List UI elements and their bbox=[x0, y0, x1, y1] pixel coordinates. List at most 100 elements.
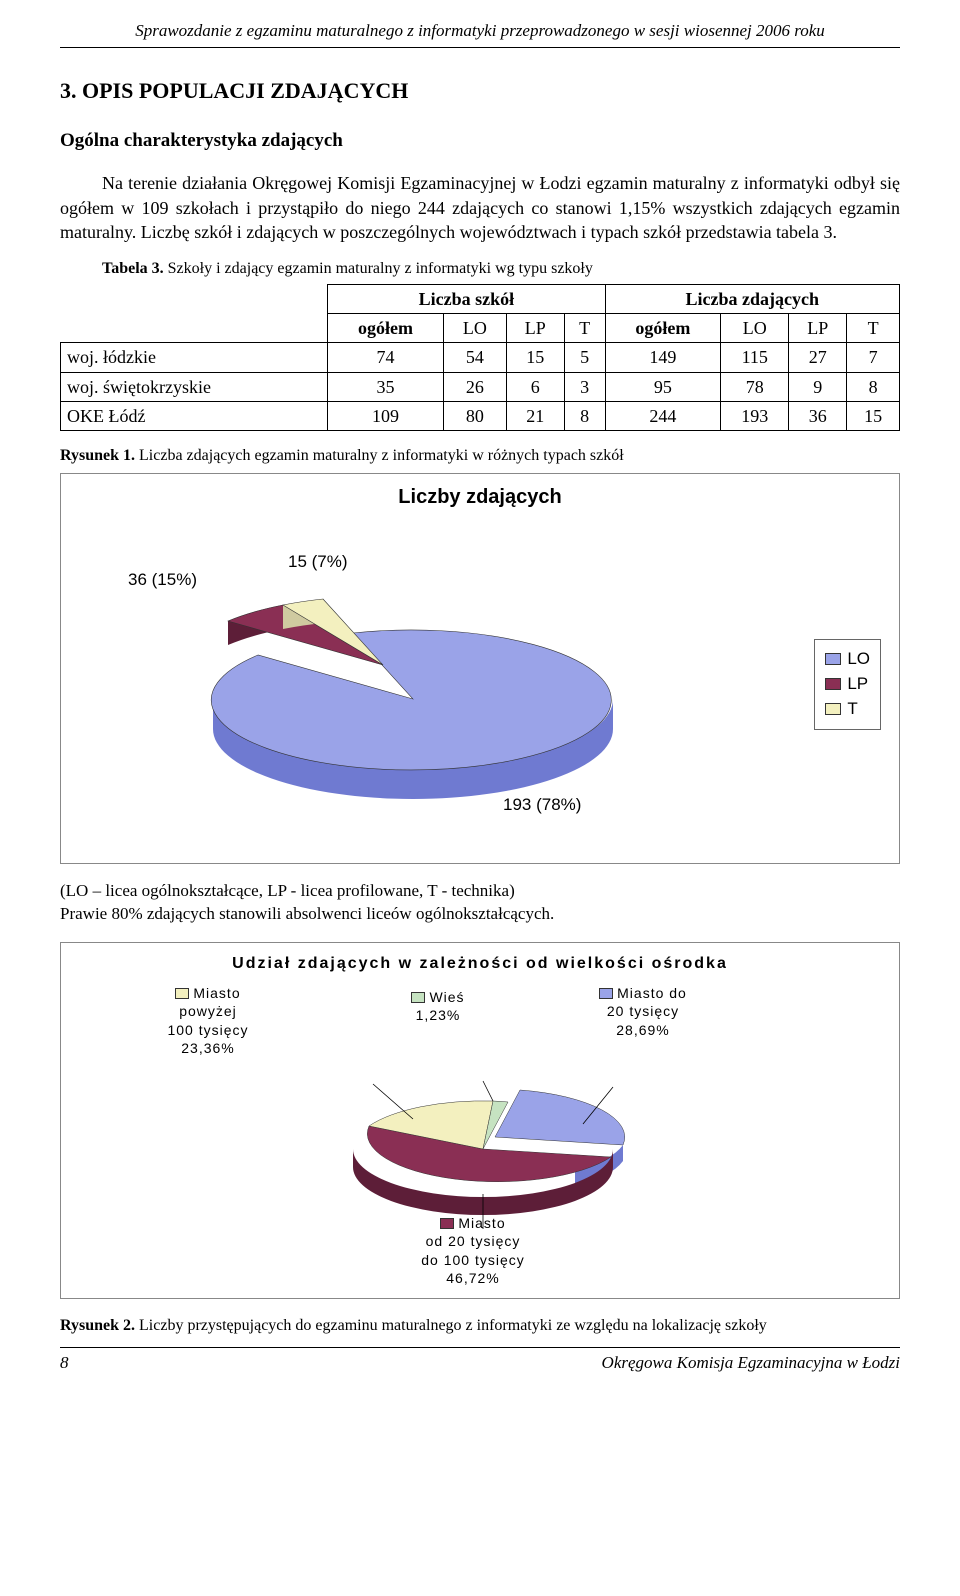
legend-item-lo: LO bbox=[825, 648, 870, 671]
subhead: LO bbox=[721, 314, 789, 343]
legend-label: T bbox=[847, 698, 857, 721]
callout-text: 28,69% bbox=[616, 1022, 669, 1038]
table-row: Liczba szkół Liczba zdających bbox=[61, 284, 900, 313]
chart2-frame: Udział zdających w zależności od wielkoś… bbox=[60, 942, 900, 1300]
cell: 8 bbox=[847, 372, 900, 401]
swatch-wies bbox=[411, 992, 425, 1003]
pie1-label-lp: 36 (15%) bbox=[128, 569, 197, 592]
subhead: LP bbox=[506, 314, 564, 343]
cell: 35 bbox=[328, 372, 444, 401]
cell: 15 bbox=[506, 343, 564, 372]
swatch-od20do100 bbox=[440, 1218, 454, 1229]
fig1-caption-bold: Rysunek 1. bbox=[60, 447, 135, 464]
legend-item-lp: LP bbox=[825, 673, 870, 696]
cell: 7 bbox=[847, 343, 900, 372]
pie1-svg bbox=[173, 549, 653, 835]
cell: 6 bbox=[506, 372, 564, 401]
cell: 26 bbox=[443, 372, 506, 401]
table3-caption-rest: Szkoły i zdający egzamin maturalny z inf… bbox=[164, 260, 593, 277]
callout-text: Miasto bbox=[193, 985, 240, 1001]
pie1-label-t: 15 (7%) bbox=[288, 551, 348, 574]
row-label: OKE Łódź bbox=[61, 401, 328, 430]
legend-swatch-lp bbox=[825, 678, 841, 690]
callout-text: 20 tysięcy bbox=[607, 1003, 679, 1019]
callout-od20do100: Miasto od 20 tysięcy do 100 tysięcy 46,7… bbox=[373, 1214, 573, 1287]
subhead: LP bbox=[789, 314, 847, 343]
cell: 78 bbox=[721, 372, 789, 401]
chart1-body: 36 (15%) 15 (7%) 193 (78%) LO LP T bbox=[73, 519, 887, 839]
chart1-title: Liczby zdających bbox=[73, 484, 887, 511]
section-heading: 3. OPIS POPULACJI ZDAJĄCYCH bbox=[60, 76, 900, 106]
page-footer: 8 Okręgowa Komisja Egzaminacyjna w Łodzi bbox=[60, 1347, 900, 1375]
cell: 109 bbox=[328, 401, 444, 430]
running-header: Sprawozdanie z egzaminu maturalnego z in… bbox=[60, 20, 900, 48]
fig1-caption: Rysunek 1. Liczba zdających egzamin matu… bbox=[60, 445, 900, 467]
callout-text: od 20 tysięcy bbox=[426, 1233, 521, 1249]
cell: 8 bbox=[564, 401, 605, 430]
fig2-caption: Rysunek 2. Liczby przystępujących do egz… bbox=[60, 1315, 900, 1337]
table3: Liczba szkół Liczba zdających ogółem LO … bbox=[60, 284, 900, 431]
cell: 74 bbox=[328, 343, 444, 372]
callout-text: Miasto do bbox=[617, 985, 687, 1001]
cell: 54 bbox=[443, 343, 506, 372]
fig2-caption-rest: Liczby przystępujących do egzaminu matur… bbox=[135, 1317, 767, 1334]
footnote: (LO – licea ogólnokształcące, LP - licea… bbox=[60, 880, 900, 926]
subhead: T bbox=[564, 314, 605, 343]
legend-swatch-t bbox=[825, 703, 841, 715]
footer-org: Okręgowa Komisja Egzaminacyjna w Łodzi bbox=[602, 1352, 900, 1375]
cell: 244 bbox=[605, 401, 721, 430]
callout-text: Wieś bbox=[429, 989, 464, 1005]
swatch-do20 bbox=[599, 988, 613, 999]
col-group-zdajacych: Liczba zdających bbox=[605, 284, 899, 313]
subhead: LO bbox=[443, 314, 506, 343]
table3-caption-bold: Tabela 3. bbox=[102, 260, 164, 277]
legend-label: LP bbox=[847, 673, 868, 696]
cell: 193 bbox=[721, 401, 789, 430]
callout-do20: Miasto do 20 tysięcy 28,69% bbox=[563, 984, 723, 1039]
legend-label: LO bbox=[847, 648, 870, 671]
row-label: woj. świętokrzyskie bbox=[61, 372, 328, 401]
callout-text: Miasto bbox=[458, 1215, 505, 1231]
cell: 115 bbox=[721, 343, 789, 372]
legend-swatch-lo bbox=[825, 653, 841, 665]
cell: 149 bbox=[605, 343, 721, 372]
table3-caption: Tabela 3. Szkoły i zdający egzamin matur… bbox=[60, 258, 900, 280]
chart2-title: Udział zdających w zależności od wielkoś… bbox=[73, 953, 887, 975]
cell: 21 bbox=[506, 401, 564, 430]
callout-text: do 100 tysięcy bbox=[421, 1252, 525, 1268]
chart1-frame: Liczby zdających bbox=[60, 473, 900, 864]
page-number: 8 bbox=[60, 1352, 69, 1375]
table-row: OKE Łódź 109 80 21 8 244 193 36 15 bbox=[61, 401, 900, 430]
subhead: T bbox=[847, 314, 900, 343]
callout-wies: Wieś 1,23% bbox=[383, 988, 493, 1024]
cell: 95 bbox=[605, 372, 721, 401]
chart1-legend: LO LP T bbox=[814, 639, 881, 730]
cell: 27 bbox=[789, 343, 847, 372]
table-row: woj. świętokrzyskie 35 26 6 3 95 78 9 8 bbox=[61, 372, 900, 401]
cell: 9 bbox=[789, 372, 847, 401]
callout-text: 100 tysięcy bbox=[167, 1022, 248, 1038]
legend-item-t: T bbox=[825, 698, 870, 721]
col-group-szkol: Liczba szkół bbox=[328, 284, 605, 313]
sub-heading: Ogólna charakterystyka zdających bbox=[60, 128, 900, 154]
table-row: woj. łódzkie 74 54 15 5 149 115 27 7 bbox=[61, 343, 900, 372]
callout-text: 46,72% bbox=[446, 1270, 499, 1286]
cell: 36 bbox=[789, 401, 847, 430]
paragraph-1: Na terenie działania Okręgowej Komisji E… bbox=[60, 171, 900, 244]
fig2-caption-bold: Rysunek 2. bbox=[60, 1317, 135, 1334]
callout-text: 1,23% bbox=[416, 1007, 461, 1023]
pie1-label-lo: 193 (78%) bbox=[503, 794, 581, 817]
chart2-body: Miasto powyżej 100 tysięcy 23,36% Wieś 1… bbox=[73, 984, 887, 1274]
fig1-caption-rest: Liczba zdających egzamin maturalny z inf… bbox=[135, 447, 624, 464]
swatch-pow100 bbox=[175, 988, 189, 999]
cell: 5 bbox=[564, 343, 605, 372]
callout-text: powyżej bbox=[179, 1003, 237, 1019]
cell: 3 bbox=[564, 372, 605, 401]
cell: 80 bbox=[443, 401, 506, 430]
subhead: ogółem bbox=[328, 314, 444, 343]
cell: 15 bbox=[847, 401, 900, 430]
subhead: ogółem bbox=[605, 314, 721, 343]
callout-pow100: Miasto powyżej 100 tysięcy 23,36% bbox=[128, 984, 288, 1057]
callout-text: 23,36% bbox=[181, 1040, 234, 1056]
row-label: woj. łódzkie bbox=[61, 343, 328, 372]
